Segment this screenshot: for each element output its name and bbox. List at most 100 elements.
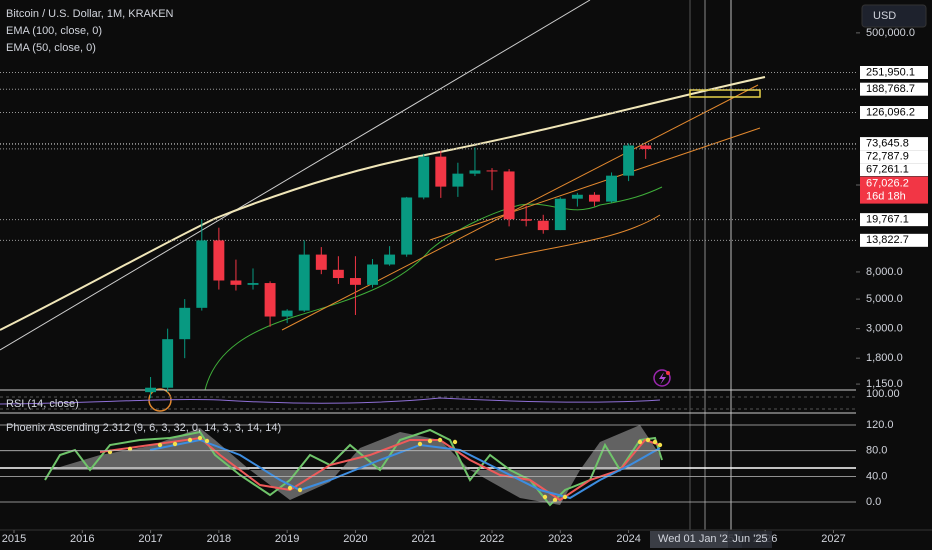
candle-body <box>162 339 174 388</box>
channel-upper <box>281 84 759 331</box>
alert-bolt <box>659 372 666 385</box>
candle-body <box>503 171 515 220</box>
candle-body <box>145 387 157 393</box>
trend-line <box>0 0 591 351</box>
candle-body <box>401 197 413 255</box>
candle-body <box>230 280 242 285</box>
rsi-tick-label: 100.00 <box>866 388 900 400</box>
phoenix-dot <box>297 487 303 493</box>
phoenix-dot <box>657 442 663 448</box>
candle-body <box>588 194 600 202</box>
candle-body <box>606 175 617 202</box>
currency-label: USD <box>873 10 896 22</box>
phoenix-dot <box>417 441 423 447</box>
phoenix-dot <box>437 437 443 443</box>
price-label-box <box>860 82 928 96</box>
current-price-box <box>860 176 928 204</box>
price-label: 251,950.1 <box>866 66 915 78</box>
price-label-box <box>860 233 928 247</box>
support-curve <box>494 214 661 261</box>
currency-button[interactable] <box>861 4 927 28</box>
y-tick-label: 500,000.0 <box>866 27 915 39</box>
candle-body <box>623 145 635 176</box>
phoenix-dot <box>652 439 658 445</box>
phoenix-tick-label: 120.0 <box>866 419 894 431</box>
phoenix-dot <box>287 485 293 491</box>
candle-body <box>571 194 583 199</box>
price-label: 67,261.1 <box>866 164 909 176</box>
price-label: 13,822.7 <box>866 234 909 246</box>
price-label-box <box>860 213 928 227</box>
phoenix-dot <box>172 441 178 447</box>
phoenix-dot <box>562 494 568 500</box>
x-tick-label: 2015 <box>2 533 26 545</box>
y-tick-label: 1,800.0 <box>866 352 903 364</box>
price-label: 126,096.2 <box>866 106 915 118</box>
x-tick-label: 2024 <box>616 533 640 545</box>
price-label-box <box>860 137 928 151</box>
candle-body <box>213 240 225 281</box>
candle-body <box>298 254 310 311</box>
phoenix-dot <box>452 439 458 445</box>
crosshair-date: Wed 01 Jan '25 <box>658 533 734 545</box>
channel-lower <box>429 127 761 241</box>
ema-100 <box>0 76 766 331</box>
target-zone <box>689 89 761 98</box>
x-tick-label: 2027 <box>821 533 845 545</box>
y-tick-label: 5,000.0 <box>866 293 903 305</box>
candle-body <box>384 254 396 265</box>
phoenix-dot <box>427 438 433 444</box>
phoenix-area <box>50 425 660 505</box>
phoenix-tick-label: 80.0 <box>866 445 887 457</box>
crosshair-date-box <box>650 531 742 548</box>
candle-body <box>486 170 498 172</box>
phoenix-red <box>99 436 661 502</box>
candle-body <box>349 278 361 285</box>
candle-body <box>640 145 652 150</box>
indicator-legend: EMA (50, close, 0) <box>6 42 96 54</box>
x-tick-label: 2022 <box>480 533 504 545</box>
symbol-title: Bitcoin / U.S. Dollar, 1M, KRAKEN <box>6 8 174 20</box>
candle-body <box>367 264 378 285</box>
x-tick-label: 2021 <box>411 533 435 545</box>
candle-body <box>435 156 447 187</box>
candle-body <box>179 307 191 340</box>
alert-dot <box>666 371 670 375</box>
candle-body <box>469 170 481 174</box>
x-tick-label: 2020 <box>343 533 367 545</box>
phoenix-dot <box>187 437 193 443</box>
phoenix-dot <box>645 437 651 443</box>
y-tick-label: 3,000.0 <box>866 323 903 335</box>
current-price-label: 67,026.2 <box>866 178 909 190</box>
phoenix-dot <box>204 438 210 444</box>
candle-body <box>315 254 327 270</box>
rsi-title: RSI (14, close) <box>6 398 79 410</box>
price-label: 188,768.7 <box>866 83 915 95</box>
phoenix-dots <box>107 435 663 503</box>
alert-icon[interactable] <box>653 369 671 387</box>
phoenix-dot <box>552 497 558 503</box>
candle-body <box>332 269 344 279</box>
x-tick-label: 2017 <box>138 533 162 545</box>
candle-body <box>537 220 549 231</box>
crosshair-date-2: Jun '25 <box>732 533 767 545</box>
candle-body <box>452 173 464 187</box>
price-label: 19,767.1 <box>866 214 909 226</box>
price-label: 73,645.8 <box>866 138 909 150</box>
price-label-box <box>860 150 928 164</box>
phoenix-dot <box>542 494 548 500</box>
ema-50 <box>204 186 663 391</box>
candle-body <box>281 310 293 317</box>
price-label-box <box>860 163 928 177</box>
phoenix-dot <box>157 442 163 448</box>
candle-body <box>247 283 259 285</box>
phoenix-tick-label: 0.0 <box>866 496 881 508</box>
x-tick-label: 2018 <box>207 533 231 545</box>
crosshair-date-box <box>728 531 772 548</box>
phoenix-dot <box>127 446 133 452</box>
phoenix-dot <box>637 439 643 445</box>
candle-body <box>264 283 276 317</box>
candle-body <box>418 156 430 198</box>
